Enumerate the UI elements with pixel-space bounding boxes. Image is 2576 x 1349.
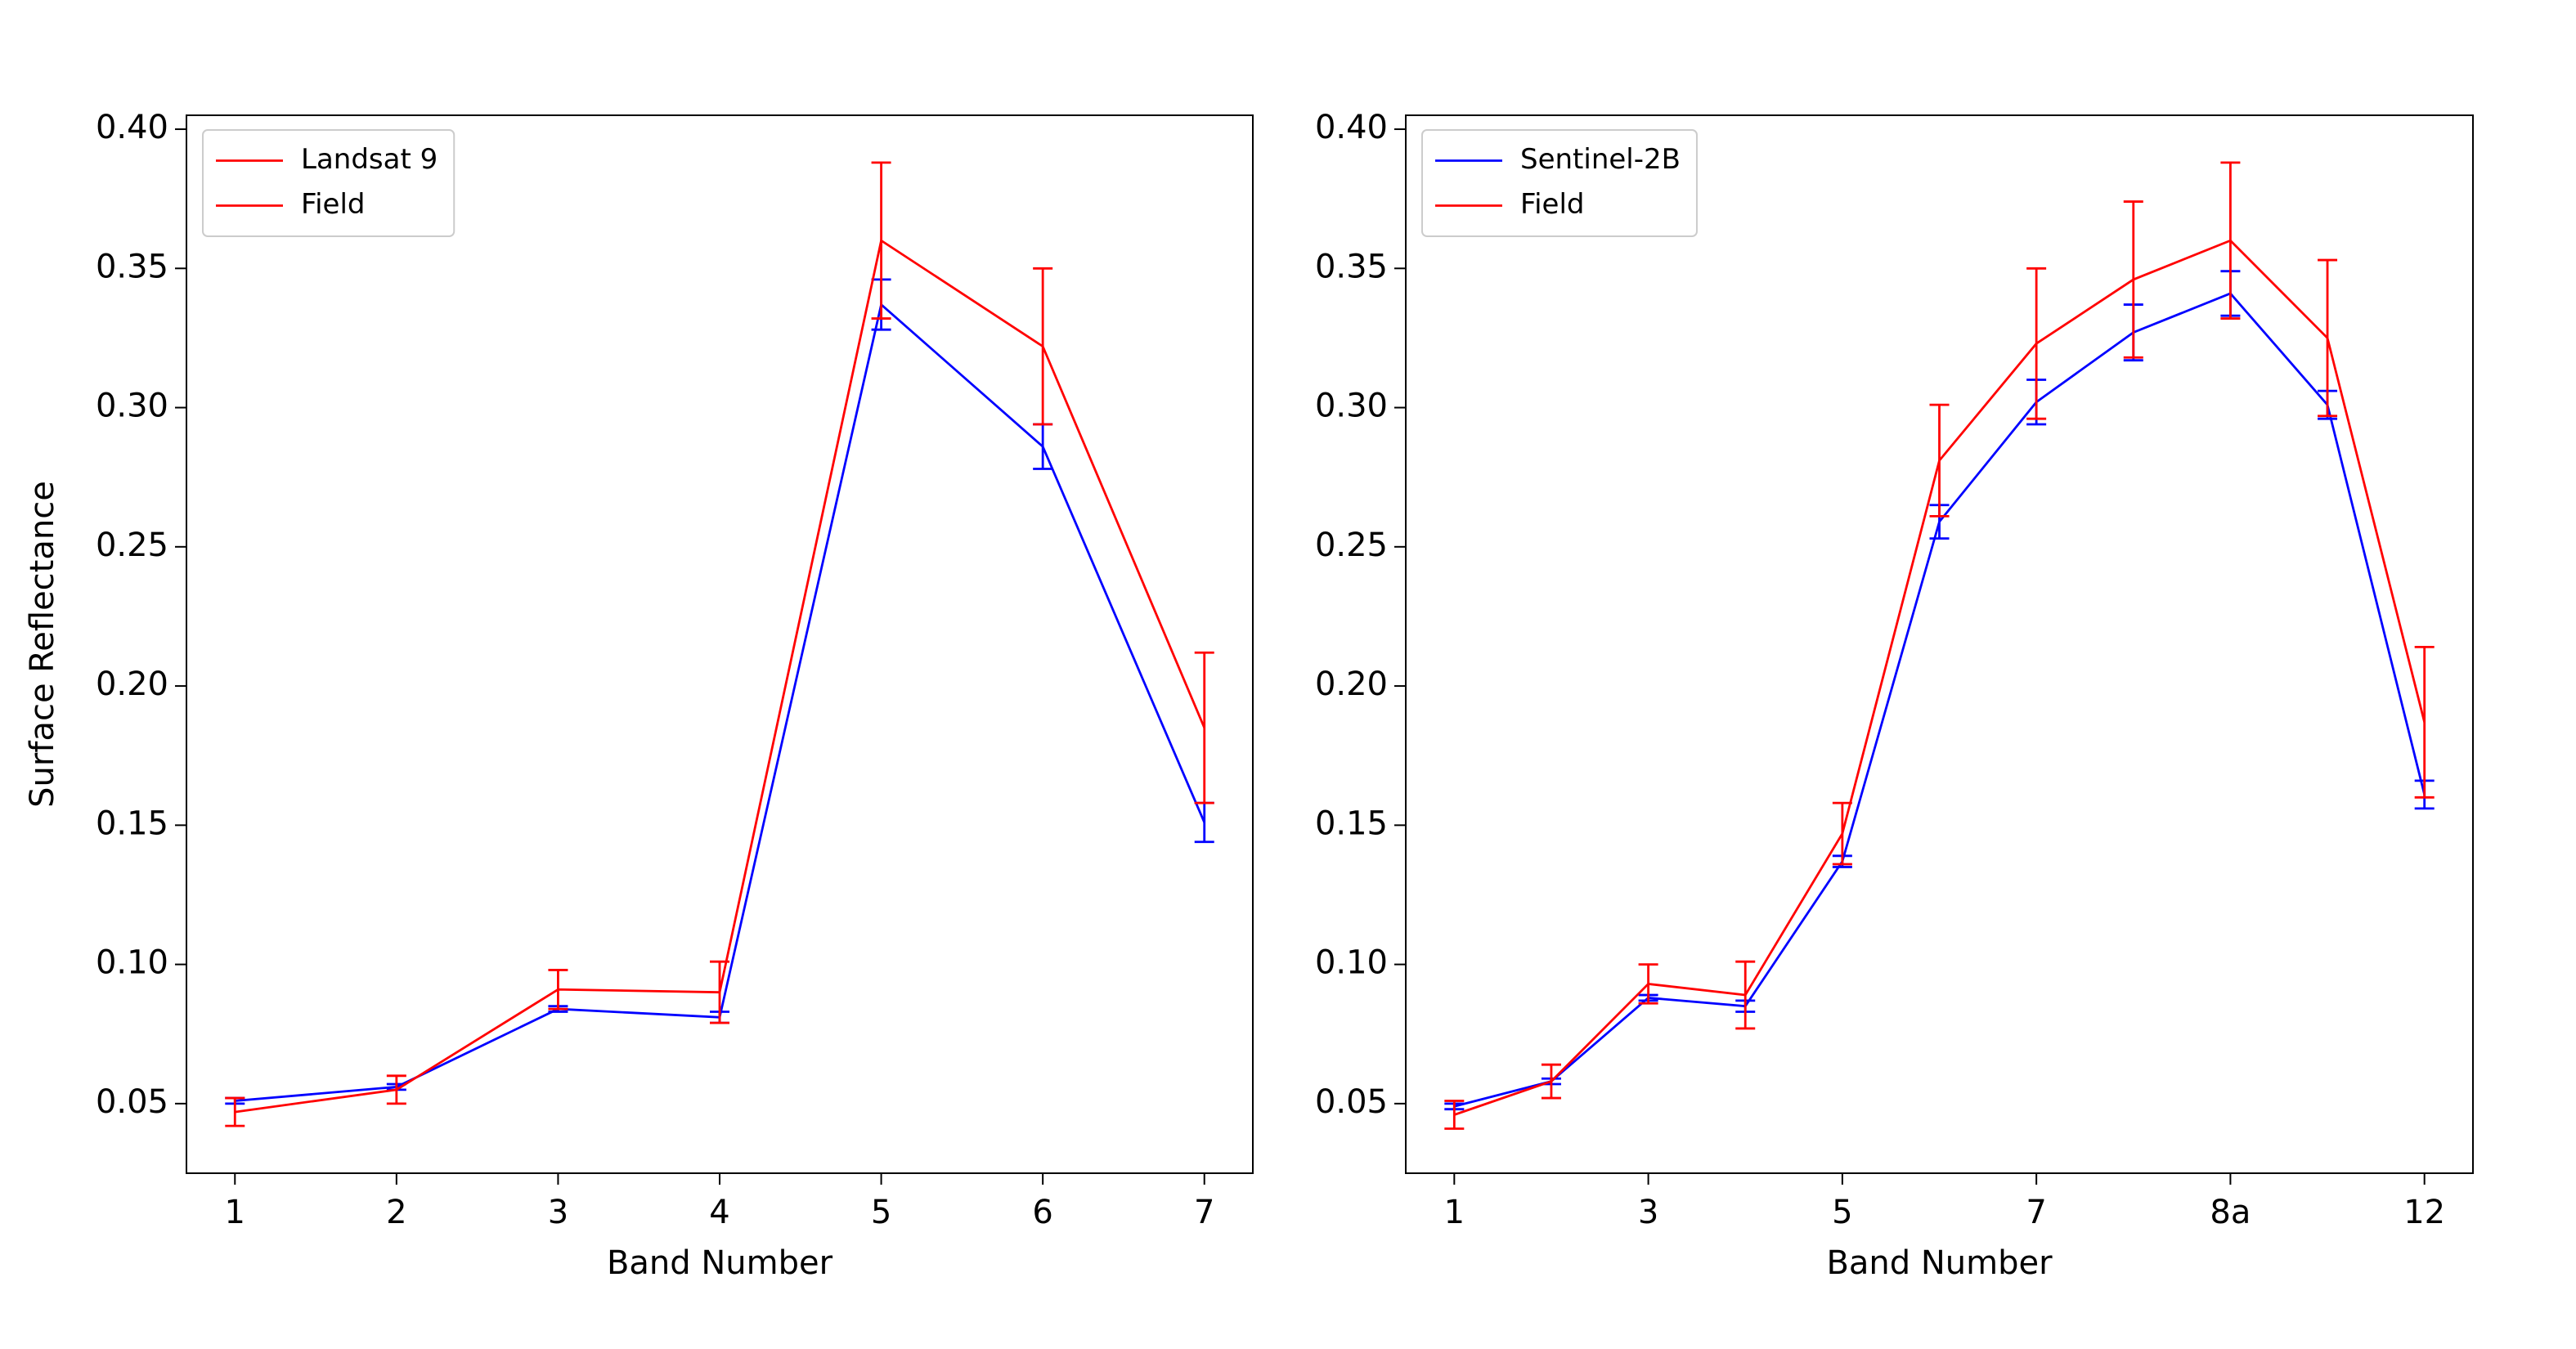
y-tick-label: 0.35	[96, 248, 168, 285]
legend-box	[202, 129, 456, 237]
error-bar	[2318, 258, 2338, 418]
error-bar	[1638, 963, 1658, 1005]
x-axis-label: Band Number	[607, 1244, 833, 1282]
x-tick-label: 6	[1032, 1194, 1052, 1231]
y-tick-label: 0.20	[96, 666, 168, 703]
y-tick-label: 0.15	[1315, 804, 1388, 842]
error-bar	[1194, 651, 1214, 804]
error-bar	[1541, 1063, 1561, 1100]
x-tick-label: 8a	[2210, 1194, 2251, 1231]
x-tick-label: 7	[1194, 1194, 1214, 1231]
series-line	[1453, 239, 2426, 1116]
error-bar	[1929, 403, 1950, 518]
y-tick-label: 0.15	[96, 804, 168, 842]
legend-label: Sentinel-2B	[1520, 143, 1681, 176]
error-bar	[2123, 200, 2143, 359]
y-tick-label: 0.10	[1315, 944, 1388, 982]
y-tick-label: 0.35	[1315, 248, 1388, 285]
y-tick-label: 0.30	[1315, 388, 1388, 425]
y-tick-label: 0.40	[1315, 109, 1388, 146]
x-tick-label: 5	[871, 1194, 891, 1231]
y-tick-label: 0.25	[1315, 527, 1388, 564]
x-tick-label: 4	[709, 1194, 729, 1231]
x-tick-label: 1	[1444, 1194, 1465, 1231]
error-bar	[1033, 267, 1053, 426]
error-bar	[710, 960, 729, 1024]
x-axis-label: Band Number	[1826, 1244, 2053, 1282]
error-bar	[1735, 960, 1756, 1030]
x-tick-label: 1	[225, 1194, 245, 1231]
error-bar	[871, 161, 891, 320]
error-bar	[386, 1074, 406, 1105]
y-tick-label: 0.05	[96, 1083, 168, 1121]
error-bar	[225, 1096, 245, 1127]
x-tick-label: 7	[2026, 1194, 2046, 1231]
legend-box	[1421, 129, 1698, 237]
x-tick-label: 3	[1638, 1194, 1658, 1231]
x-tick-label: 5	[1832, 1194, 1852, 1231]
y-axis-label: Surface Reflectance	[24, 481, 61, 808]
legend-label: Field	[301, 188, 365, 221]
error-bar	[548, 969, 568, 1011]
plot-frame	[186, 114, 1254, 1174]
y-tick-label: 0.40	[96, 109, 168, 146]
plot-frame	[1405, 114, 2474, 1174]
y-tick-label: 0.20	[1315, 666, 1388, 703]
x-tick-label: 12	[2403, 1194, 2445, 1231]
error-bar	[2414, 646, 2435, 799]
legend-label: Field	[1520, 188, 1584, 221]
error-bar	[1832, 801, 1852, 866]
y-tick-label: 0.30	[96, 388, 168, 425]
error-bar	[2220, 161, 2241, 320]
error-bar	[1444, 1100, 1465, 1130]
x-tick-label: 2	[386, 1194, 406, 1231]
y-tick-label: 0.10	[96, 944, 168, 982]
x-tick-label: 3	[548, 1194, 568, 1231]
y-tick-label: 0.05	[1315, 1083, 1388, 1121]
y-tick-label: 0.25	[96, 527, 168, 564]
legend-label: Landsat 9	[301, 143, 438, 176]
error-bar	[2026, 267, 2047, 420]
